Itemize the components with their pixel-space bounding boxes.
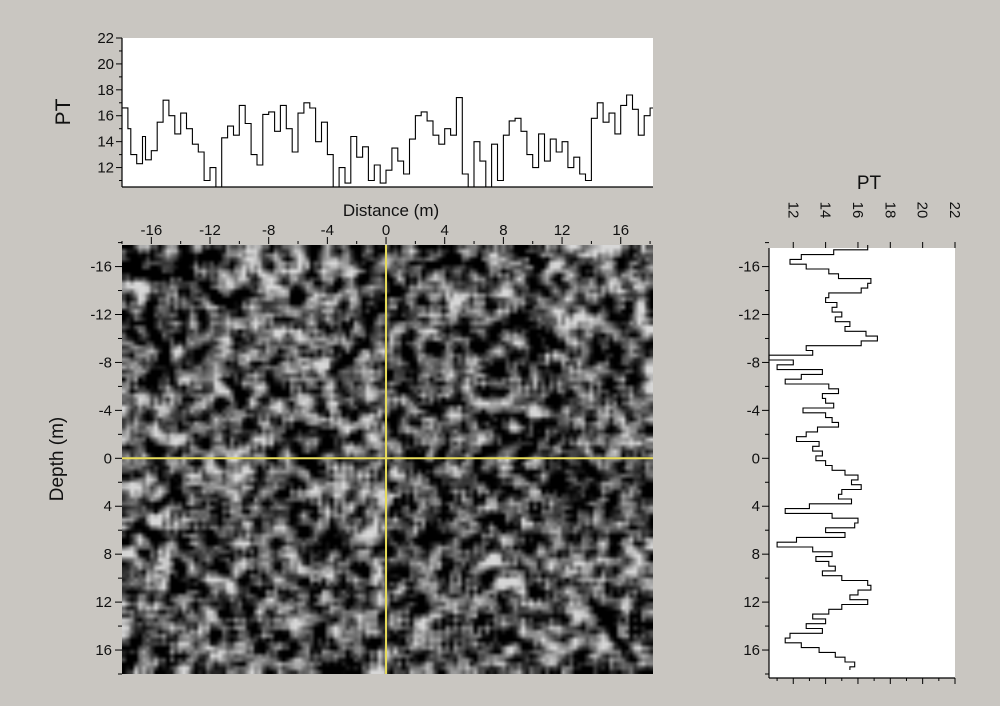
main-x-tick-label: -16 bbox=[140, 222, 162, 239]
main-image-chart: -16 -12 -8 -4 0 4 8 12 16 -16 -12 -8 -4 0 4 8 12 16 Dist… bbox=[47, 201, 653, 675]
top-y-tick-label: 22 bbox=[97, 30, 114, 47]
main-y-tick-label: -8 bbox=[99, 354, 112, 371]
main-x-tick-label: 16 bbox=[612, 222, 629, 239]
top-profile-ylabel: PT bbox=[52, 98, 75, 125]
top-y-tick-label: 16 bbox=[97, 108, 114, 125]
top-y-tick-label: 18 bbox=[97, 82, 114, 99]
side-y-tick-label: 0 bbox=[752, 450, 760, 467]
main-image-x-axis: -16 -12 -8 -4 0 4 8 12 16 bbox=[121, 222, 651, 244]
main-x-tick-label: -12 bbox=[199, 222, 221, 239]
side-y-tick-label: -12 bbox=[738, 307, 760, 324]
main-x-tick-label: 8 bbox=[499, 222, 507, 239]
side-y-tick-label: 12 bbox=[743, 594, 760, 611]
main-y-tick-label: 4 bbox=[104, 498, 112, 515]
top-profile-panel bbox=[122, 38, 653, 187]
main-x-tick-label: 12 bbox=[554, 222, 571, 239]
side-profile-panel bbox=[769, 248, 955, 678]
side-y-tick-label: 16 bbox=[743, 642, 760, 659]
top-y-tick-label: 12 bbox=[97, 160, 114, 177]
main-x-tick-label: -8 bbox=[262, 222, 275, 239]
main-y-tick-label: 0 bbox=[104, 450, 112, 467]
main-image-y-axis: -16 -12 -8 -4 0 4 8 12 16 bbox=[90, 242, 122, 675]
main-y-tick-label: 16 bbox=[95, 642, 112, 659]
side-y-tick-label: -4 bbox=[747, 402, 760, 419]
main-y-tick-label: 8 bbox=[104, 546, 112, 563]
main-y-tick-label: -4 bbox=[99, 402, 112, 419]
top-profile-series bbox=[122, 94, 653, 188]
main-image-ylabel: Depth (m) bbox=[47, 417, 68, 501]
side-y-tick-label: 8 bbox=[752, 546, 760, 563]
side-x-tick-label: 14 bbox=[817, 202, 834, 219]
side-x-tick-label: 16 bbox=[849, 202, 866, 219]
side-x-tick-label: 18 bbox=[881, 202, 898, 219]
top-profile-chart: 12 14 16 18 20 22 PT bbox=[52, 30, 653, 188]
side-x-tick-label: 12 bbox=[784, 202, 801, 219]
side-y-tick-label: -16 bbox=[738, 259, 760, 276]
main-y-tick-label: -12 bbox=[90, 307, 112, 324]
side-y-tick-label: -8 bbox=[747, 354, 760, 371]
side-x-tick-label: 20 bbox=[914, 202, 931, 219]
top-y-tick-label: 14 bbox=[97, 134, 114, 151]
main-y-tick-label: -16 bbox=[90, 259, 112, 276]
side-profile-xlabel: PT bbox=[857, 173, 882, 194]
side-x-tick-label: 22 bbox=[946, 202, 963, 219]
side-y-tick-label: 4 bbox=[752, 498, 760, 515]
noise-image bbox=[122, 245, 653, 674]
main-x-tick-label: 4 bbox=[441, 222, 449, 239]
main-y-tick-label: 12 bbox=[95, 594, 112, 611]
main-image-xlabel: Distance (m) bbox=[343, 201, 439, 220]
side-profile-chart: 12 14 16 18 20 22 -16 -12 -8 -4 0 4 8 12 16 PT bbox=[738, 173, 963, 684]
side-profile-y-axis: -16 -12 -8 -4 0 4 8 12 16 bbox=[738, 242, 769, 675]
main-x-tick-label: -4 bbox=[321, 222, 334, 239]
main-x-tick-label: 0 bbox=[382, 222, 390, 239]
top-y-tick-label: 20 bbox=[97, 56, 114, 73]
side-profile-series bbox=[768, 245, 878, 670]
